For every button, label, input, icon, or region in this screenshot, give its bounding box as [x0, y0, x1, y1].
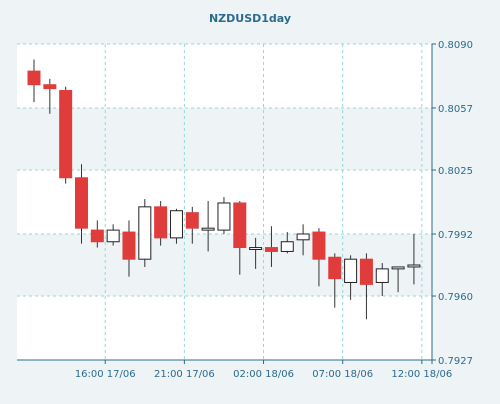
y-tick-label: 0.8057 [438, 104, 473, 115]
candle-body [375, 268, 389, 283]
y-axis-ticks: 0.8090 0.8057 0.8025 0.7992 0.7960 0.7927 [432, 40, 473, 367]
y-tick-label: 0.7927 [438, 356, 473, 367]
candle-body [359, 258, 373, 285]
y-tick-label: 0.7960 [438, 292, 473, 303]
candle-bullish [391, 266, 405, 293]
candle-body [280, 241, 294, 252]
candle-bearish [59, 86, 73, 184]
x-axis-ticks: 16:00 17/06 21:00 17/06 02:00 18/06 07:00 1… [75, 360, 452, 380]
x-tick-label: 16:00 17/06 [75, 369, 136, 380]
y-tick-label: 0.7992 [438, 230, 473, 241]
candle-body [328, 256, 342, 280]
candle-bearish [359, 253, 373, 320]
candle-body [106, 229, 120, 243]
candle-body [249, 247, 263, 250]
candle-body [169, 210, 183, 239]
grid-lines [17, 43, 432, 361]
plot-band [17, 44, 432, 108]
candle-body [138, 206, 152, 260]
plot-band [17, 107, 432, 171]
y-tick-label: 0.8090 [438, 40, 473, 51]
candle-body [264, 247, 278, 252]
candle-body [59, 90, 73, 179]
plot-band [17, 296, 432, 360]
candle-body [27, 70, 41, 86]
x-tick-label: 02:00 18/06 [233, 369, 294, 380]
candle-body [201, 227, 215, 231]
candle-bullish [407, 233, 421, 285]
plot-background-bands [17, 44, 432, 360]
chart-title: NZDUSD1day [209, 12, 291, 25]
candle-body [233, 202, 247, 249]
candle-bearish [122, 220, 136, 277]
candle-bearish [312, 228, 326, 287]
candle-bullish [106, 224, 120, 246]
candle-bearish [90, 220, 104, 248]
candle-bearish [233, 201, 247, 275]
candle-bullish [296, 224, 310, 256]
axes [17, 44, 436, 364]
candle-body [407, 264, 421, 268]
candle-bullish [249, 237, 263, 269]
candle-body [154, 206, 168, 239]
candle-bullish [344, 255, 358, 300]
candle-body [185, 212, 199, 229]
candle-bearish [74, 164, 88, 244]
candle-body [122, 231, 136, 260]
candle-bullish [280, 232, 294, 254]
x-tick-label: 21:00 17/06 [154, 369, 215, 380]
candle-bullish [375, 263, 389, 297]
candle-body [296, 233, 310, 241]
x-tick-label: 12:00 18/06 [391, 369, 452, 380]
candle-body [90, 229, 104, 243]
candle-bearish [185, 206, 199, 244]
candle-bearish [264, 226, 278, 267]
candle-bullish [169, 208, 183, 244]
candles [27, 59, 421, 320]
candle-bearish [328, 253, 342, 308]
candle-body [312, 231, 326, 260]
x-tick-label: 07:00 18/06 [312, 369, 373, 380]
candle-bullish [138, 199, 152, 267]
candle-body [391, 266, 405, 270]
candle-body [344, 258, 358, 283]
candle-bullish [217, 197, 231, 234]
candle-bearish [43, 78, 57, 114]
candle-body [217, 202, 231, 231]
y-tick-label: 0.8025 [438, 166, 473, 177]
candle-body [74, 177, 88, 229]
candle-bullish [201, 201, 215, 252]
candle-bearish [154, 201, 168, 246]
candle-body [43, 84, 57, 90]
candle-bearish [27, 59, 41, 103]
